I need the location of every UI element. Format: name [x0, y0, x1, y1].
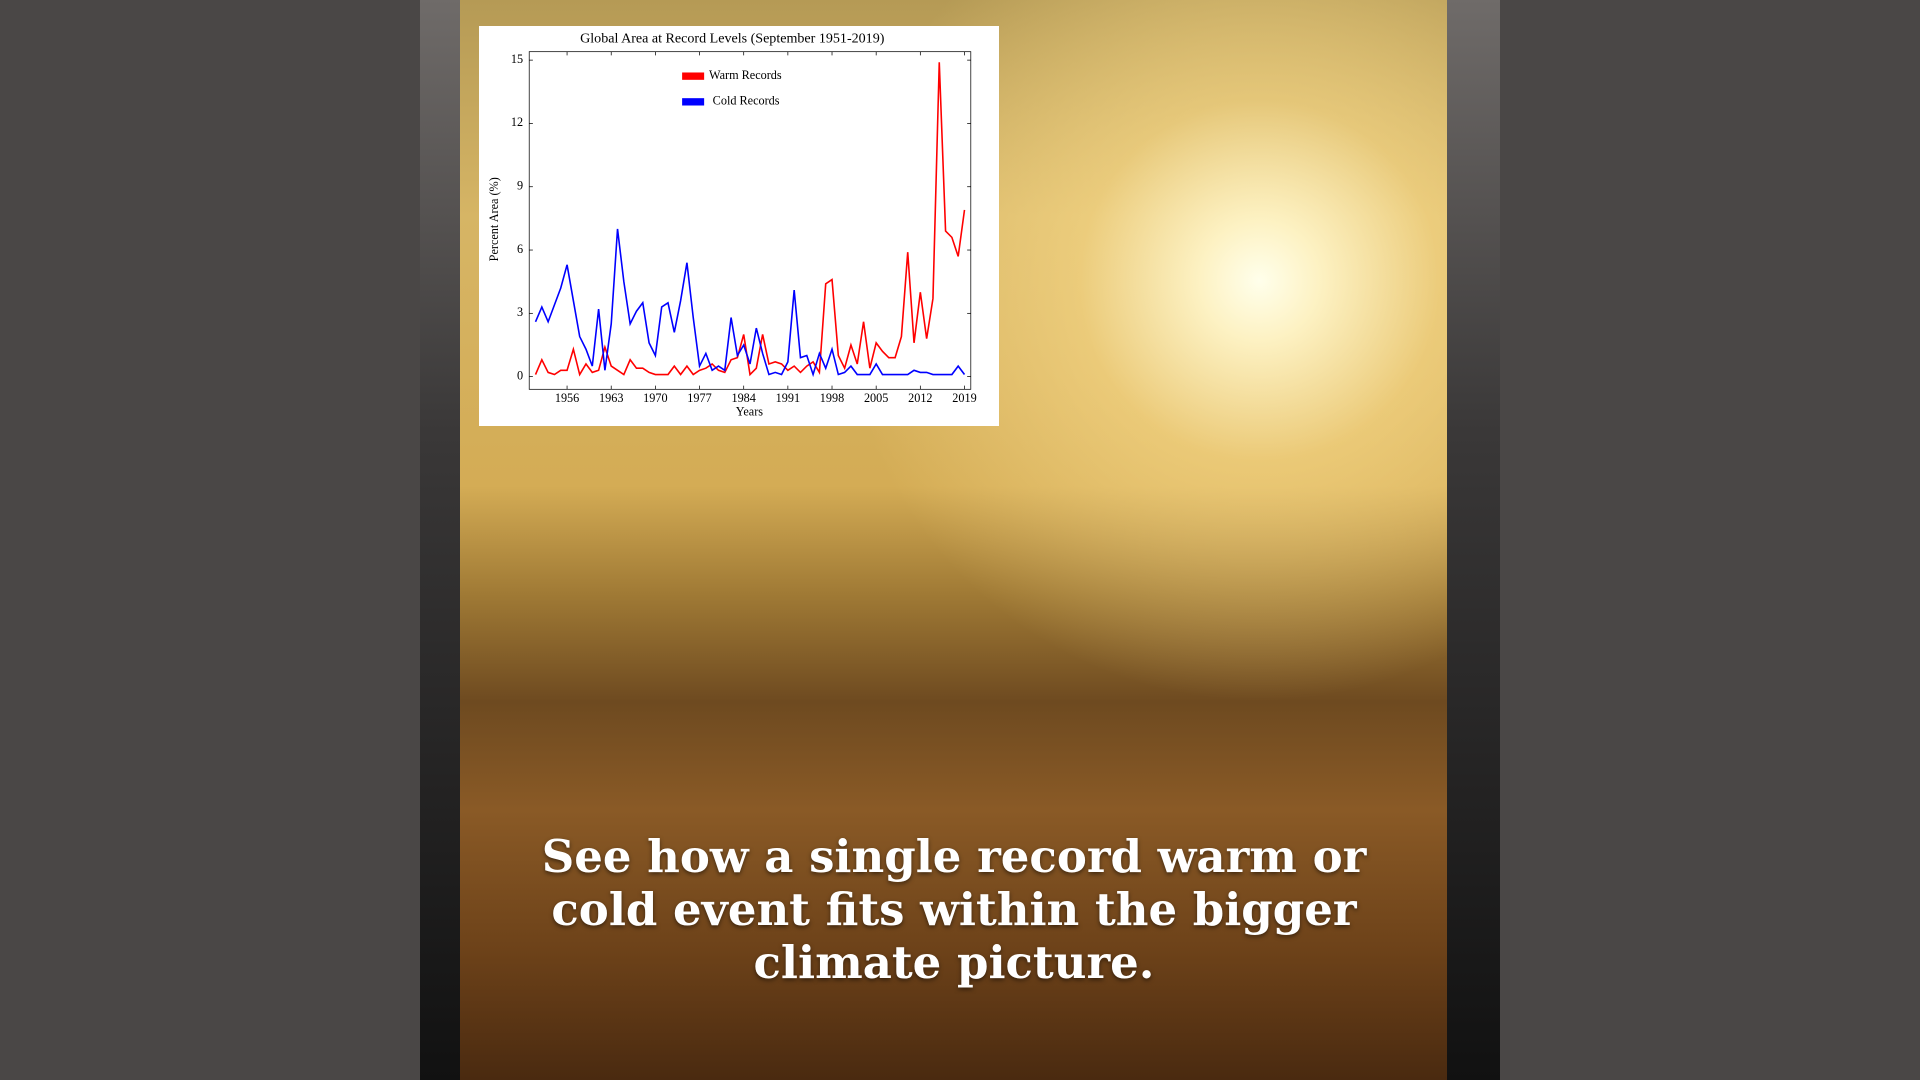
- y-tick-label: 0: [517, 368, 523, 382]
- y-tick-label: 3: [517, 305, 523, 319]
- x-tick-label: 1970: [643, 391, 667, 405]
- y-tick-label: 12: [511, 115, 523, 129]
- x-tick-label: 1956: [555, 391, 579, 405]
- x-tick-label: 1977: [687, 391, 711, 405]
- legend-label: Warm Records: [709, 68, 782, 82]
- x-axis-label: Years: [736, 404, 764, 418]
- x-tick-label: 1991: [776, 391, 800, 405]
- y-tick-label: 6: [517, 242, 523, 256]
- y-tick-label: 15: [511, 52, 523, 66]
- legend-label: Cold Records: [713, 94, 780, 108]
- x-tick-label: 2012: [908, 391, 932, 405]
- x-tick-label: 1984: [731, 391, 755, 405]
- plot-frame: [528, 51, 972, 390]
- legend-swatch: [682, 98, 705, 106]
- legend-swatch: [682, 72, 705, 80]
- x-tick-label: 2005: [864, 391, 888, 405]
- x-tick-label: 2019: [952, 391, 976, 405]
- y-tick-label: 9: [517, 179, 523, 193]
- chart-title: Global Area at Record Levels (September …: [580, 31, 885, 47]
- y-axis-label: Percent Area (%): [487, 177, 501, 261]
- x-tick-label: 1963: [599, 391, 623, 405]
- caption: See how a single record warm or cold eve…: [541, 830, 1367, 989]
- chart-box: Global Area at Record Levels (September …: [479, 26, 999, 426]
- x-tick-label: 1998: [820, 391, 844, 405]
- chart: Global Area at Record Levels (September …: [487, 31, 977, 419]
- data-line: [534, 228, 966, 378]
